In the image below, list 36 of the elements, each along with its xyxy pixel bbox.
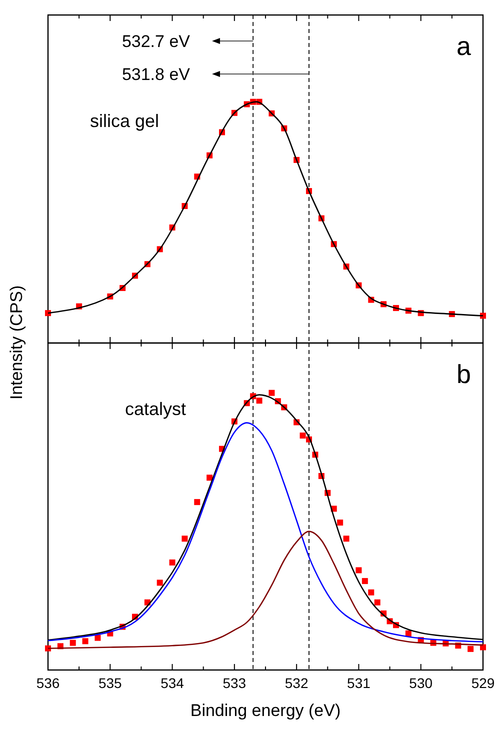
point: [468, 646, 474, 652]
x-tick-label: 529: [471, 675, 495, 691]
y-axis-title: Intensity (CPS): [7, 285, 26, 400]
point: [256, 398, 262, 404]
point: [368, 589, 374, 596]
annotation: catalyst: [125, 399, 186, 419]
point: [356, 567, 362, 574]
x-tick-label: 532: [284, 675, 308, 691]
x-axis-title: Binding energy (eV): [190, 701, 341, 720]
point: [194, 499, 200, 506]
point: [70, 640, 76, 646]
text: 531.8 eV: [122, 65, 191, 84]
annotation: silica gel: [90, 111, 160, 131]
x-tick-label: 530: [409, 675, 433, 691]
chart-title: a: [456, 31, 472, 61]
x-tick-label: 533: [222, 675, 246, 691]
point: [169, 559, 176, 566]
x-tick-label: 534: [160, 675, 184, 691]
x-tick-label: 536: [36, 675, 60, 691]
point: [82, 638, 88, 644]
point: [405, 630, 412, 636]
point: [206, 474, 213, 481]
point: [374, 599, 380, 606]
point: [337, 520, 344, 526]
chart-title: b: [456, 359, 471, 389]
point: [268, 390, 275, 396]
point: [94, 634, 101, 641]
x-tick-label: 535: [98, 675, 122, 691]
point: [156, 580, 163, 586]
x-tick-label: 531: [347, 675, 371, 691]
point: [343, 536, 350, 542]
point: [362, 578, 368, 584]
point: [182, 536, 188, 542]
text: 532.7 eV: [122, 32, 191, 51]
point: [480, 644, 486, 650]
point: [300, 432, 306, 439]
